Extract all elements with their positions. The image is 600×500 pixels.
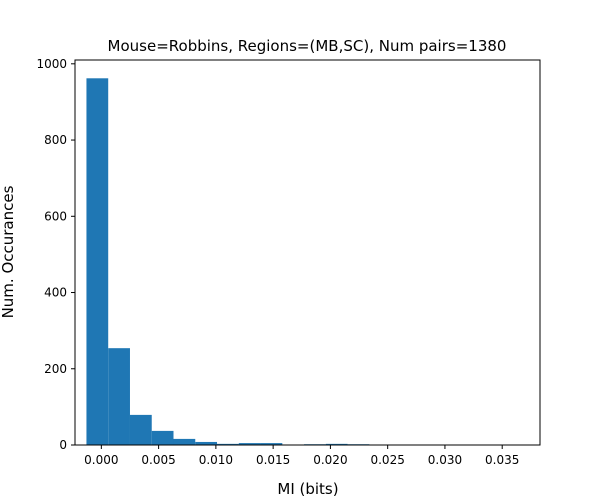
plot-frame: [74, 59, 541, 446]
x-axis-ticks: 0.000 0.005 0.010 0.015 0.020 0.025 0.030 0.035: [84, 445, 519, 467]
histogram-bar: [238, 443, 261, 445]
histogram-bar: [173, 438, 196, 445]
x-tick-label: 0.000: [84, 453, 118, 467]
histogram-bar: [195, 441, 218, 445]
histogram-bar: [260, 443, 283, 445]
chart-title: Mouse=Robbins, Regions=(MB,SC), Num pair…: [108, 37, 507, 55]
histogram-bar: [325, 443, 348, 445]
histogram-bar: [129, 414, 152, 445]
x-tick-label: 0.005: [141, 453, 175, 467]
y-axis-ticks: 0 200 400 600 800 1000: [36, 57, 75, 452]
histogram-bar: [151, 430, 174, 445]
y-tick-label: 800: [44, 133, 67, 147]
histogram-bar: [217, 443, 239, 445]
x-tick-label: 0.025: [370, 453, 404, 467]
histogram-bar: [108, 348, 130, 445]
x-tick-label: 0.030: [428, 453, 462, 467]
x-tick-label: 0.010: [199, 453, 233, 467]
x-axis-label: MI (bits): [277, 480, 338, 498]
histogram-bar: [86, 78, 109, 445]
x-tick-label: 0.035: [485, 453, 519, 467]
y-axis-label: Num. Occurances: [0, 185, 17, 318]
y-tick-label: 400: [44, 286, 67, 300]
y-tick-label: 1000: [36, 57, 67, 71]
x-tick-label: 0.020: [313, 453, 347, 467]
y-tick-label: 600: [44, 209, 67, 223]
x-tick-label: 0.015: [256, 453, 290, 467]
y-tick-label: 200: [44, 362, 67, 376]
y-tick-label: 0: [59, 438, 67, 452]
bars-group: [86, 78, 522, 445]
